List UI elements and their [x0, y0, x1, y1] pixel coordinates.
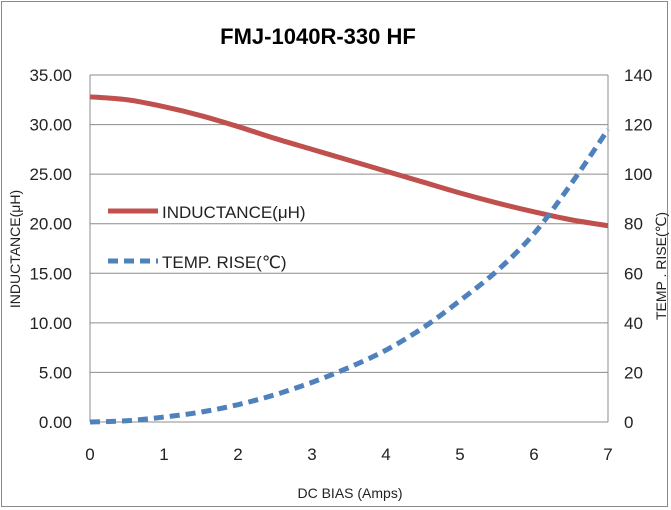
x-tick-label: 0 — [85, 445, 94, 464]
legend-label-temp-rise: TEMP. RISE(℃) — [162, 253, 287, 272]
y2-tick-label: 20 — [624, 363, 643, 382]
series-lines — [89, 94, 611, 425]
y2-tick-label: 0 — [624, 413, 633, 432]
y-axis-label: INDUCTANCE(μH) — [7, 190, 23, 308]
y2-tick-label: 140 — [624, 66, 652, 85]
x-axis-label: DC BIAS (Amps) — [297, 485, 402, 501]
x-tick-label: 5 — [455, 445, 464, 464]
x-tick-label: 2 — [233, 445, 242, 464]
chart-title: FMJ-1040R-330 HF — [220, 24, 416, 49]
grid — [89, 74, 609, 423]
x-tick-label: 3 — [307, 445, 316, 464]
y-tick-label: 10.00 — [29, 314, 72, 333]
left-axis-ticks: 0.00 5.00 10.00 15.00 20.00 25.00 30.00 35.00 — [29, 66, 72, 432]
y2-tick-label: 120 — [624, 116, 652, 135]
y2-tick-label: 40 — [624, 314, 643, 333]
y-tick-label: 20.00 — [29, 215, 72, 234]
series-line-inductance — [89, 94, 609, 229]
y-tick-label: 0.00 — [39, 413, 72, 432]
y-tick-label: 30.00 — [29, 116, 72, 135]
x-tick-label: 6 — [529, 445, 538, 464]
y2-axis-label: TEMP . RISE(℃) — [653, 212, 669, 320]
y2-tick-label: 100 — [624, 165, 652, 184]
right-axis-ticks: 0 20 40 60 80 100 120 140 — [624, 66, 652, 432]
y2-tick-label: 60 — [624, 264, 643, 283]
legend: INDUCTANCE(μH) TEMP. RISE(℃) — [108, 203, 306, 272]
y-tick-label: 25.00 — [29, 165, 72, 184]
x-tick-label: 1 — [159, 445, 168, 464]
x-axis-ticks: 0 1 2 3 4 5 6 7 — [85, 445, 612, 464]
y2-tick-label: 80 — [624, 215, 643, 234]
y-tick-label: 35.00 — [29, 66, 72, 85]
y-tick-label: 5.00 — [39, 363, 72, 382]
y-tick-label: 15.00 — [29, 264, 72, 283]
x-tick-label: 7 — [603, 445, 612, 464]
series-line-temp-rise — [89, 128, 611, 425]
x-tick-label: 4 — [381, 445, 390, 464]
legend-label-inductance: INDUCTANCE(μH) — [162, 203, 306, 222]
